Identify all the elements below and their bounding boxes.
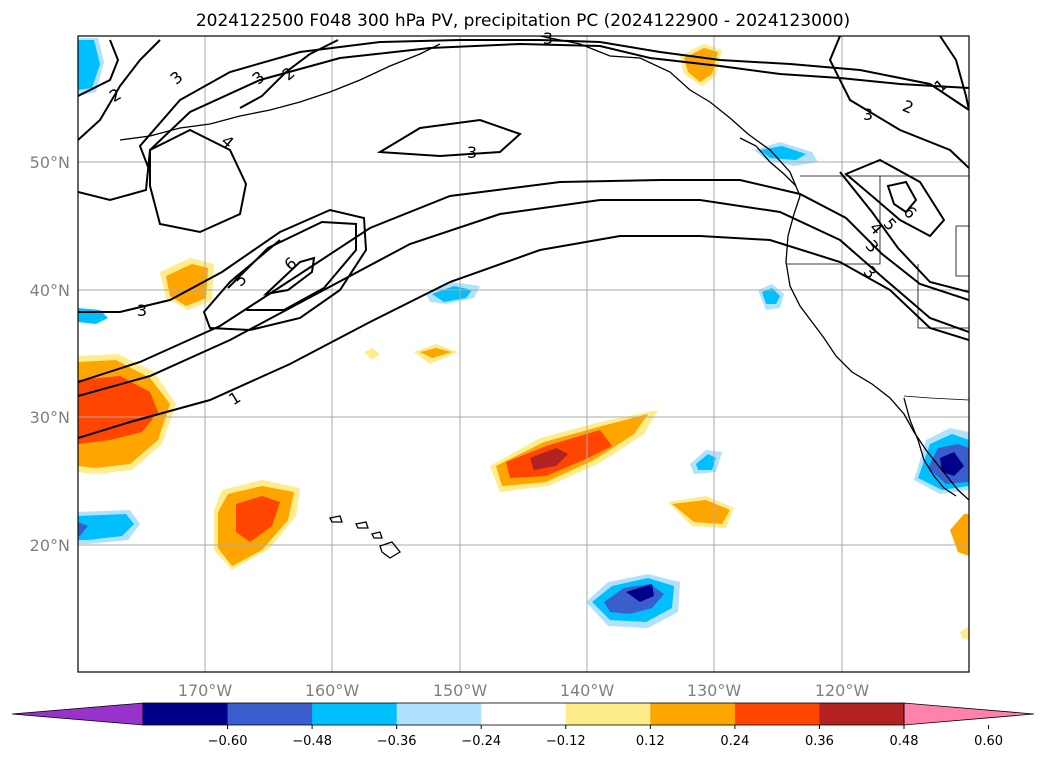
colorbar-segment bbox=[819, 703, 905, 725]
colorbar-segment bbox=[650, 703, 736, 725]
lat-label-40n: 40°N bbox=[30, 281, 70, 300]
colorbar-frame bbox=[142, 702, 905, 726]
shade-pos-right-12n bbox=[960, 626, 969, 640]
shade-neg-125w-39n-core bbox=[762, 288, 780, 304]
contour-4-north bbox=[149, 128, 248, 234]
map-background bbox=[78, 36, 969, 672]
contour-1-topleft bbox=[78, 39, 120, 97]
colorbar-segment bbox=[734, 703, 820, 725]
contour-label: 3 bbox=[137, 301, 147, 320]
lon-label-160w: 160°W bbox=[305, 681, 360, 700]
contour-3-north-loop bbox=[376, 118, 522, 158]
map-frame bbox=[77, 35, 970, 673]
colorbar-tick-label: −0.12 bbox=[546, 734, 586, 749]
precip-shading bbox=[78, 38, 969, 640]
border-states-b bbox=[917, 264, 969, 329]
shade-neg-top-left-core bbox=[78, 40, 100, 90]
colorbar-segments bbox=[143, 703, 905, 725]
contour-2-curl bbox=[239, 39, 339, 109]
colorbar-tick-label: 0.24 bbox=[720, 734, 749, 749]
coast-us-west bbox=[785, 195, 969, 501]
colorbar-segment bbox=[481, 703, 567, 725]
colorbar-segment bbox=[143, 703, 229, 725]
colorbar-tick-label: 0.48 bbox=[890, 734, 919, 749]
colorbar-tick-label: 0.60 bbox=[974, 734, 1003, 749]
contour-label: 3 bbox=[543, 29, 553, 48]
shade-pos-130w-21n-core bbox=[672, 500, 730, 524]
contour-label: 3 bbox=[467, 143, 477, 162]
colorbar-tick-label: 0.12 bbox=[636, 734, 665, 749]
colorbar-segment bbox=[227, 703, 313, 725]
colorbar-segment bbox=[565, 703, 651, 725]
shade-neg-136w-16n-l4 bbox=[626, 584, 654, 602]
contour-6-jet bbox=[262, 256, 316, 296]
colorbar-tick-label: −0.36 bbox=[377, 734, 417, 749]
border-states-a bbox=[786, 176, 881, 265]
border-states-c bbox=[955, 225, 969, 277]
coast-hawaii-4 bbox=[379, 541, 401, 559]
contour-2-north bbox=[78, 42, 969, 202]
contour-pv-rightlow bbox=[839, 171, 969, 293]
graticule bbox=[78, 36, 969, 672]
figure-title: 2024122500 F048 300 hPa PV, precipitatio… bbox=[196, 11, 850, 31]
coastlines bbox=[119, 36, 969, 559]
colorbar: −0.60 −0.48 −0.36 −0.24 −0.12 0.12 0.24 0.36 0.4… bbox=[11, 702, 1035, 749]
coast-hawaii-2 bbox=[355, 521, 369, 529]
lon-label-150w: 150°W bbox=[433, 681, 488, 700]
lon-label-130w: 130°W bbox=[687, 681, 742, 700]
contour-3-north bbox=[138, 39, 969, 173]
colorbar-extend-low bbox=[11, 702, 144, 726]
contour-2-alaska bbox=[78, 39, 161, 141]
contour-2-south bbox=[78, 199, 969, 397]
pv-contours bbox=[78, 36, 969, 439]
shade-pos-left-30n-l3 bbox=[78, 376, 158, 444]
coast-bc-islands bbox=[739, 137, 797, 187]
coast-alaska-south bbox=[539, 36, 801, 197]
shade-pos-156w-35n bbox=[364, 348, 380, 360]
shade-neg-130w-25n-core bbox=[696, 454, 716, 470]
coast-hawaii-1 bbox=[329, 515, 343, 523]
coast-hawaii-3 bbox=[371, 531, 383, 539]
shade-pos-151w-35n-core bbox=[420, 348, 452, 358]
contour-5-jet bbox=[227, 220, 357, 311]
borders bbox=[786, 175, 969, 401]
border-us-mexico bbox=[903, 395, 969, 401]
lon-label-120w: 120°W bbox=[815, 681, 870, 700]
shade-neg-bc-coast-core bbox=[760, 146, 806, 160]
map-panel: 1 2 3 3 3 4 5 6 3 1 2 3 2 3 4 5 6 3 3 bbox=[77, 29, 970, 673]
coast-baja bbox=[903, 397, 957, 497]
latitude-labels: 50°N 40°N 30°N 20°N bbox=[30, 153, 70, 555]
colorbar-extend-high bbox=[903, 702, 1035, 726]
contour-right-top bbox=[828, 36, 969, 169]
lon-label-140w: 140°W bbox=[560, 681, 615, 700]
contour-label: 3 bbox=[863, 105, 873, 124]
coast-aleutians bbox=[119, 43, 441, 141]
colorbar-tick-label: −0.60 bbox=[208, 734, 248, 749]
contour-3-south bbox=[78, 179, 969, 383]
shade-pos-166w-21n-l3 bbox=[236, 496, 280, 542]
lon-label-170w: 170°W bbox=[178, 681, 233, 700]
shade-neg-baja-l4 bbox=[940, 452, 964, 476]
contour-1-south bbox=[78, 235, 969, 439]
lat-label-50n: 50°N bbox=[30, 153, 70, 172]
contour-1-right bbox=[939, 36, 969, 111]
contour-pv-right-inner bbox=[844, 158, 946, 238]
colorbar-ticks: −0.60 −0.48 −0.36 −0.24 −0.12 0.12 0.24 0.36 0.4… bbox=[208, 725, 1003, 749]
contour-6-right bbox=[886, 180, 918, 214]
lat-label-30n: 30°N bbox=[30, 408, 70, 427]
shade-pos-140w-27n-l4 bbox=[530, 448, 568, 470]
shade-neg-left-21n-core bbox=[78, 514, 134, 540]
colorbar-tick-label: −0.24 bbox=[461, 734, 501, 749]
contour-3-jet bbox=[78, 208, 368, 332]
colorbar-segment bbox=[396, 703, 482, 725]
lat-label-20n: 20°N bbox=[30, 536, 70, 555]
longitude-labels: 170°W 160°W 150°W 140°W 130°W 120°W bbox=[178, 681, 870, 700]
colorbar-tick-label: −0.48 bbox=[292, 734, 332, 749]
colorbar-tick-label: 0.36 bbox=[805, 734, 834, 749]
shade-neg-left-21n-dark bbox=[78, 522, 88, 536]
colorbar-segment bbox=[312, 703, 398, 725]
